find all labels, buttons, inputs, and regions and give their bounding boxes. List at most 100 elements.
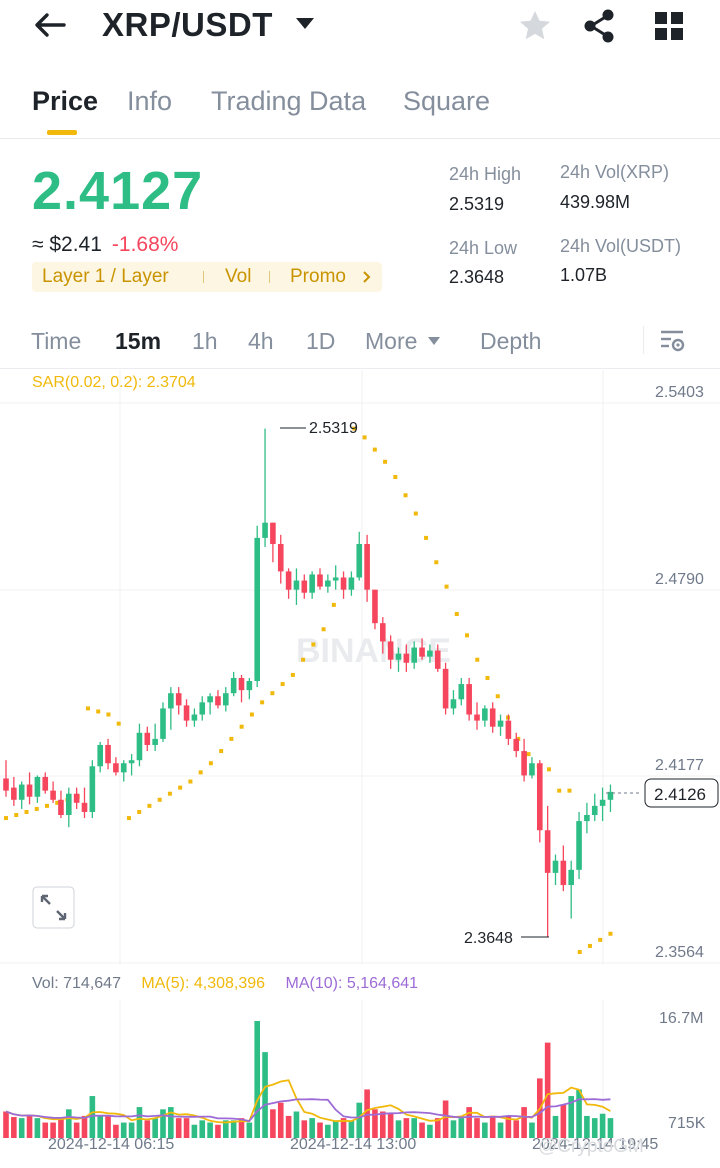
caret-down-icon[interactable] [294,16,316,32]
y-tick-label: 2.4177 [655,757,704,774]
interval-bar: Time 15m 1h 4h 1D More Depth [0,318,720,369]
ma10-line [5,1098,611,1122]
sar-dot [516,736,521,741]
candle-body [136,732,143,761]
sar-dot [239,724,244,729]
candle-body [395,653,402,660]
fullscreen-button[interactable] [32,886,75,929]
arrow-left-icon[interactable] [30,10,70,40]
volume-bar [183,1118,190,1138]
candle-body [207,696,213,703]
tag-bar[interactable]: Layer 1 / Layer Vol Promo [32,262,382,292]
volume-bar [73,1122,80,1138]
sar-dot [126,816,131,821]
sar-dot [383,459,388,464]
candle-body [309,574,315,593]
vol-ma5-label: MA(5): 4,308,396 [141,975,266,992]
tab-trading-data[interactable]: Trading Data [211,86,367,116]
volume-bar [489,1115,496,1138]
tag-divider [269,271,270,283]
volume-bar [168,1107,174,1138]
candles [3,428,614,938]
volume-bar [285,1115,292,1138]
tag-vol[interactable]: Vol [225,266,252,287]
tab-info[interactable]: Info [127,86,173,116]
vol-label: Vol: 714,647 [32,975,121,992]
candle-body [3,778,9,791]
volume-bar [560,1104,567,1138]
sar-dot [587,943,592,948]
candle-body [599,799,606,806]
candle-body [144,732,151,745]
candle-body [544,830,551,873]
low-label: 24h Low [449,238,518,258]
sar-dot [577,950,582,955]
tab-square[interactable]: Square [403,86,491,116]
pair-title[interactable]: XRP/USDT [102,6,273,43]
volume-bar [230,1120,237,1138]
volume-bar [458,1118,465,1138]
tag-layer[interactable]: Layer 1 / Layer [42,266,169,287]
candle-body [215,696,221,706]
interval-more[interactable]: More [365,328,418,354]
sar-dot [147,803,152,808]
high-marker: 2.5319 [309,420,358,437]
candle-body [591,805,598,816]
volume-bar [301,1120,308,1138]
sar-dot [362,435,367,440]
sar-dot [465,633,470,638]
depth-tab[interactable]: Depth [480,328,542,354]
volume-bar [395,1120,402,1138]
sar-dot [372,447,377,452]
y-tick-label: 2.4790 [655,571,704,588]
volume-bar [380,1111,386,1138]
active-tab-indicator [47,130,77,135]
tab-price[interactable]: Price [32,86,99,116]
sar-dot [14,813,19,818]
candle-body [183,705,190,721]
grid-icon[interactable] [654,11,684,41]
candle-body [50,790,56,800]
volume-chart[interactable]: 16.7M 715K 2024-12-14 06:15 2024-12-14 1… [0,1000,720,1168]
candle-body [340,577,347,590]
interval-15m[interactable]: 15m [115,328,162,354]
share-icon[interactable] [582,8,616,44]
sar-dot [157,797,162,802]
candlestick-chart[interactable]: BINANCE 2.5403 2.4790 2.4177 2.3564 2.41… [0,370,720,965]
interval-4h[interactable]: 4h [248,328,274,354]
interval-time[interactable]: Time [31,328,82,354]
volume-bar [223,1120,229,1138]
star-icon[interactable] [517,8,553,44]
candle-body [607,791,614,800]
candle-body [34,776,41,797]
candle-body [293,580,300,590]
volume-bar [34,1118,41,1138]
top-bar: XRP/USDT [0,0,720,60]
interval-1d[interactable]: 1D [306,328,336,354]
sar-dot [137,809,142,814]
sar-dot [546,767,551,772]
volume-bar [403,1118,410,1138]
sar-dot [301,657,306,662]
volume-bar [521,1107,527,1138]
candle-body [372,589,378,624]
price-change: -1.68% [111,233,179,256]
volume-bar [474,1118,480,1138]
candle-body [89,766,96,812]
interval-1h[interactable]: 1h [192,328,218,354]
sar-dot [557,788,562,793]
candle-body [168,693,174,709]
chart-settings-icon[interactable] [659,327,687,355]
volume-bar [434,1118,441,1138]
candle-body [317,574,323,587]
volume-bar [81,1115,88,1138]
candle-body [81,802,88,812]
candle-body [419,647,425,657]
candle-body [246,681,253,691]
candle-body [411,647,417,663]
sar-dot [598,937,603,942]
sar-dot [229,736,234,741]
volume-bar [277,1102,284,1138]
tag-promo[interactable]: Promo [290,266,346,287]
candle-body [262,522,268,538]
